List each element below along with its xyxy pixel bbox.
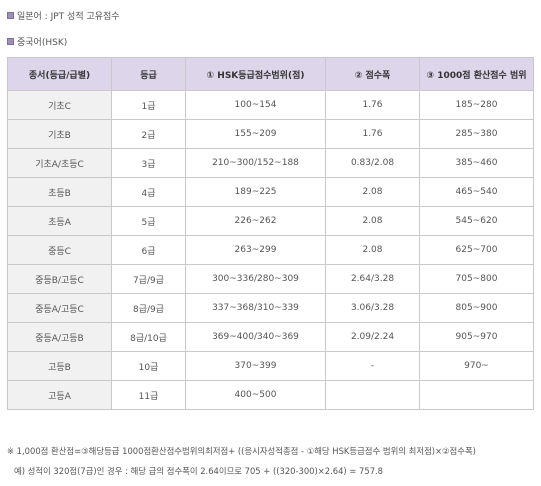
table-cell: 300~336/280~309 <box>185 264 326 294</box>
table-row: 기초C 1급 100~154 1.76 185~280 <box>7 90 534 120</box>
table-cell: 465~540 <box>419 177 534 207</box>
bullet-icon <box>7 38 14 45</box>
column-header: ① HSK등급점수범위(점) <box>185 57 326 91</box>
table-row: 기초A/초등C 3급 210~300/152~188 0.83/2.08 385~460 <box>7 148 534 178</box>
table-cell: 625~700 <box>419 235 534 265</box>
table-cell: 7급/9급 <box>111 264 186 294</box>
table-cell: 기초A/초등C <box>7 148 112 178</box>
table-cell: 기초C <box>7 90 112 120</box>
table-cell: 초등A <box>7 206 112 236</box>
table-cell: 5급 <box>111 206 186 236</box>
table-cell: 고등A <box>7 380 112 410</box>
table-cell: 중등C <box>7 235 112 265</box>
table-cell: 0.83/2.08 <box>325 148 420 178</box>
table-cell: 155~209 <box>185 119 326 149</box>
table-cell: 1.76 <box>325 119 420 149</box>
table-row: 중등C 6급 263~299 2.08 625~700 <box>7 235 534 265</box>
heading-hsk-text: 중국어(HSK) <box>17 38 68 48</box>
table-cell: - <box>325 351 420 381</box>
table-cell: 185~280 <box>419 90 534 120</box>
table-cell: 2급 <box>111 119 186 149</box>
table-row: 기초B 2급 155~209 1.76 285~380 <box>7 119 534 149</box>
table-cell: 중등B/고등C <box>7 264 112 294</box>
table-cell: 중등A/고등C <box>7 293 112 323</box>
table-row: 고등B 10급 370~399-970~ <box>7 351 534 381</box>
table-cell: 11급 <box>111 380 186 410</box>
table-cell: 2.64/3.28 <box>325 264 420 294</box>
table-cell: 3.06/3.28 <box>325 293 420 323</box>
table-row: 고등A 11급 400~500 <box>7 380 534 410</box>
table-row: 초등B 4급 189~225 2.08 465~540 <box>7 177 534 207</box>
heading-hsk: 중국어(HSK) <box>7 35 67 48</box>
example-note: 예) 성적이 320점(7급)인 경우 : 해당 급의 점수폭이 2.64이므로… <box>14 466 384 476</box>
table-cell: 100~154 <box>185 90 326 120</box>
table-cell: 189~225 <box>185 177 326 207</box>
table-cell: 1급 <box>111 90 186 120</box>
table-cell: 8급/9급 <box>111 293 186 323</box>
table-cell: 4급 <box>111 177 186 207</box>
table-cell: 210~300/152~188 <box>185 148 326 178</box>
hsk-score-table: 종서(등급/급별) 등급 ① HSK등급점수범위(점) ② 점수폭 ③ 1000… <box>7 57 534 410</box>
table-cell <box>419 380 534 410</box>
table-row: 중등B/고등C 7급/9급 300~336/280~309 2.64/3.28 705~… <box>7 264 534 294</box>
table-cell: 10급 <box>111 351 186 381</box>
column-header: ② 점수폭 <box>325 57 420 91</box>
table-cell: 385~460 <box>419 148 534 178</box>
table-cell: 초등B <box>7 177 112 207</box>
heading-jpt-text: 일본어 : JPT 성적 고유점수 <box>17 12 120 22</box>
table-cell: 2.08 <box>325 177 420 207</box>
table-row: 중등A/고등C 8급/9급 337~368/310~339 3.06/3.28 805~… <box>7 293 534 323</box>
table-cell: 2.08 <box>325 235 420 265</box>
table-cell: 805~900 <box>419 293 534 323</box>
table-cell: 905~970 <box>419 322 534 352</box>
table-cell: 226~262 <box>185 206 326 236</box>
table-cell: 705~800 <box>419 264 534 294</box>
table-cell: 1.76 <box>325 90 420 120</box>
table-cell: 8급/10급 <box>111 322 186 352</box>
table-cell: 970~ <box>419 351 534 381</box>
table-cell: 2.09/2.24 <box>325 322 420 352</box>
table-header-row: 종서(등급/급별) 등급 ① HSK등급점수범위(점) ② 점수폭 ③ 1000… <box>7 57 534 91</box>
table-cell: 369~400/340~369 <box>185 322 326 352</box>
table-cell: 263~299 <box>185 235 326 265</box>
table-cell: 기초B <box>7 119 112 149</box>
column-header: ③ 1000점 환산점수 범위 <box>419 57 534 91</box>
table-row: 중등A/고등B 8급/10급 369~400/340~369 2.09/2.24 905… <box>7 322 534 352</box>
heading-jpt: 일본어 : JPT 성적 고유점수 <box>7 9 120 22</box>
table-cell: 6급 <box>111 235 186 265</box>
table-cell: 400~500 <box>185 380 326 410</box>
table-cell: 545~620 <box>419 206 534 236</box>
table-cell: 370~399 <box>185 351 326 381</box>
table-row: 초등A 5급 226~262 2.08 545~620 <box>7 206 534 236</box>
table-cell: 337~368/310~339 <box>185 293 326 323</box>
formula-note: ※ 1,000점 환산점=③해당등급 1000점환산점수범위의최저점+ ((응시… <box>7 446 476 456</box>
table-cell <box>325 380 420 410</box>
column-header: 등급 <box>111 57 186 91</box>
table-cell: 285~380 <box>419 119 534 149</box>
table-cell: 고등B <box>7 351 112 381</box>
column-header: 종서(등급/급별) <box>7 57 112 91</box>
table-cell: 3급 <box>111 148 186 178</box>
bullet-icon <box>7 12 14 19</box>
table-cell: 2.08 <box>325 206 420 236</box>
table-cell: 중등A/고등B <box>7 322 112 352</box>
